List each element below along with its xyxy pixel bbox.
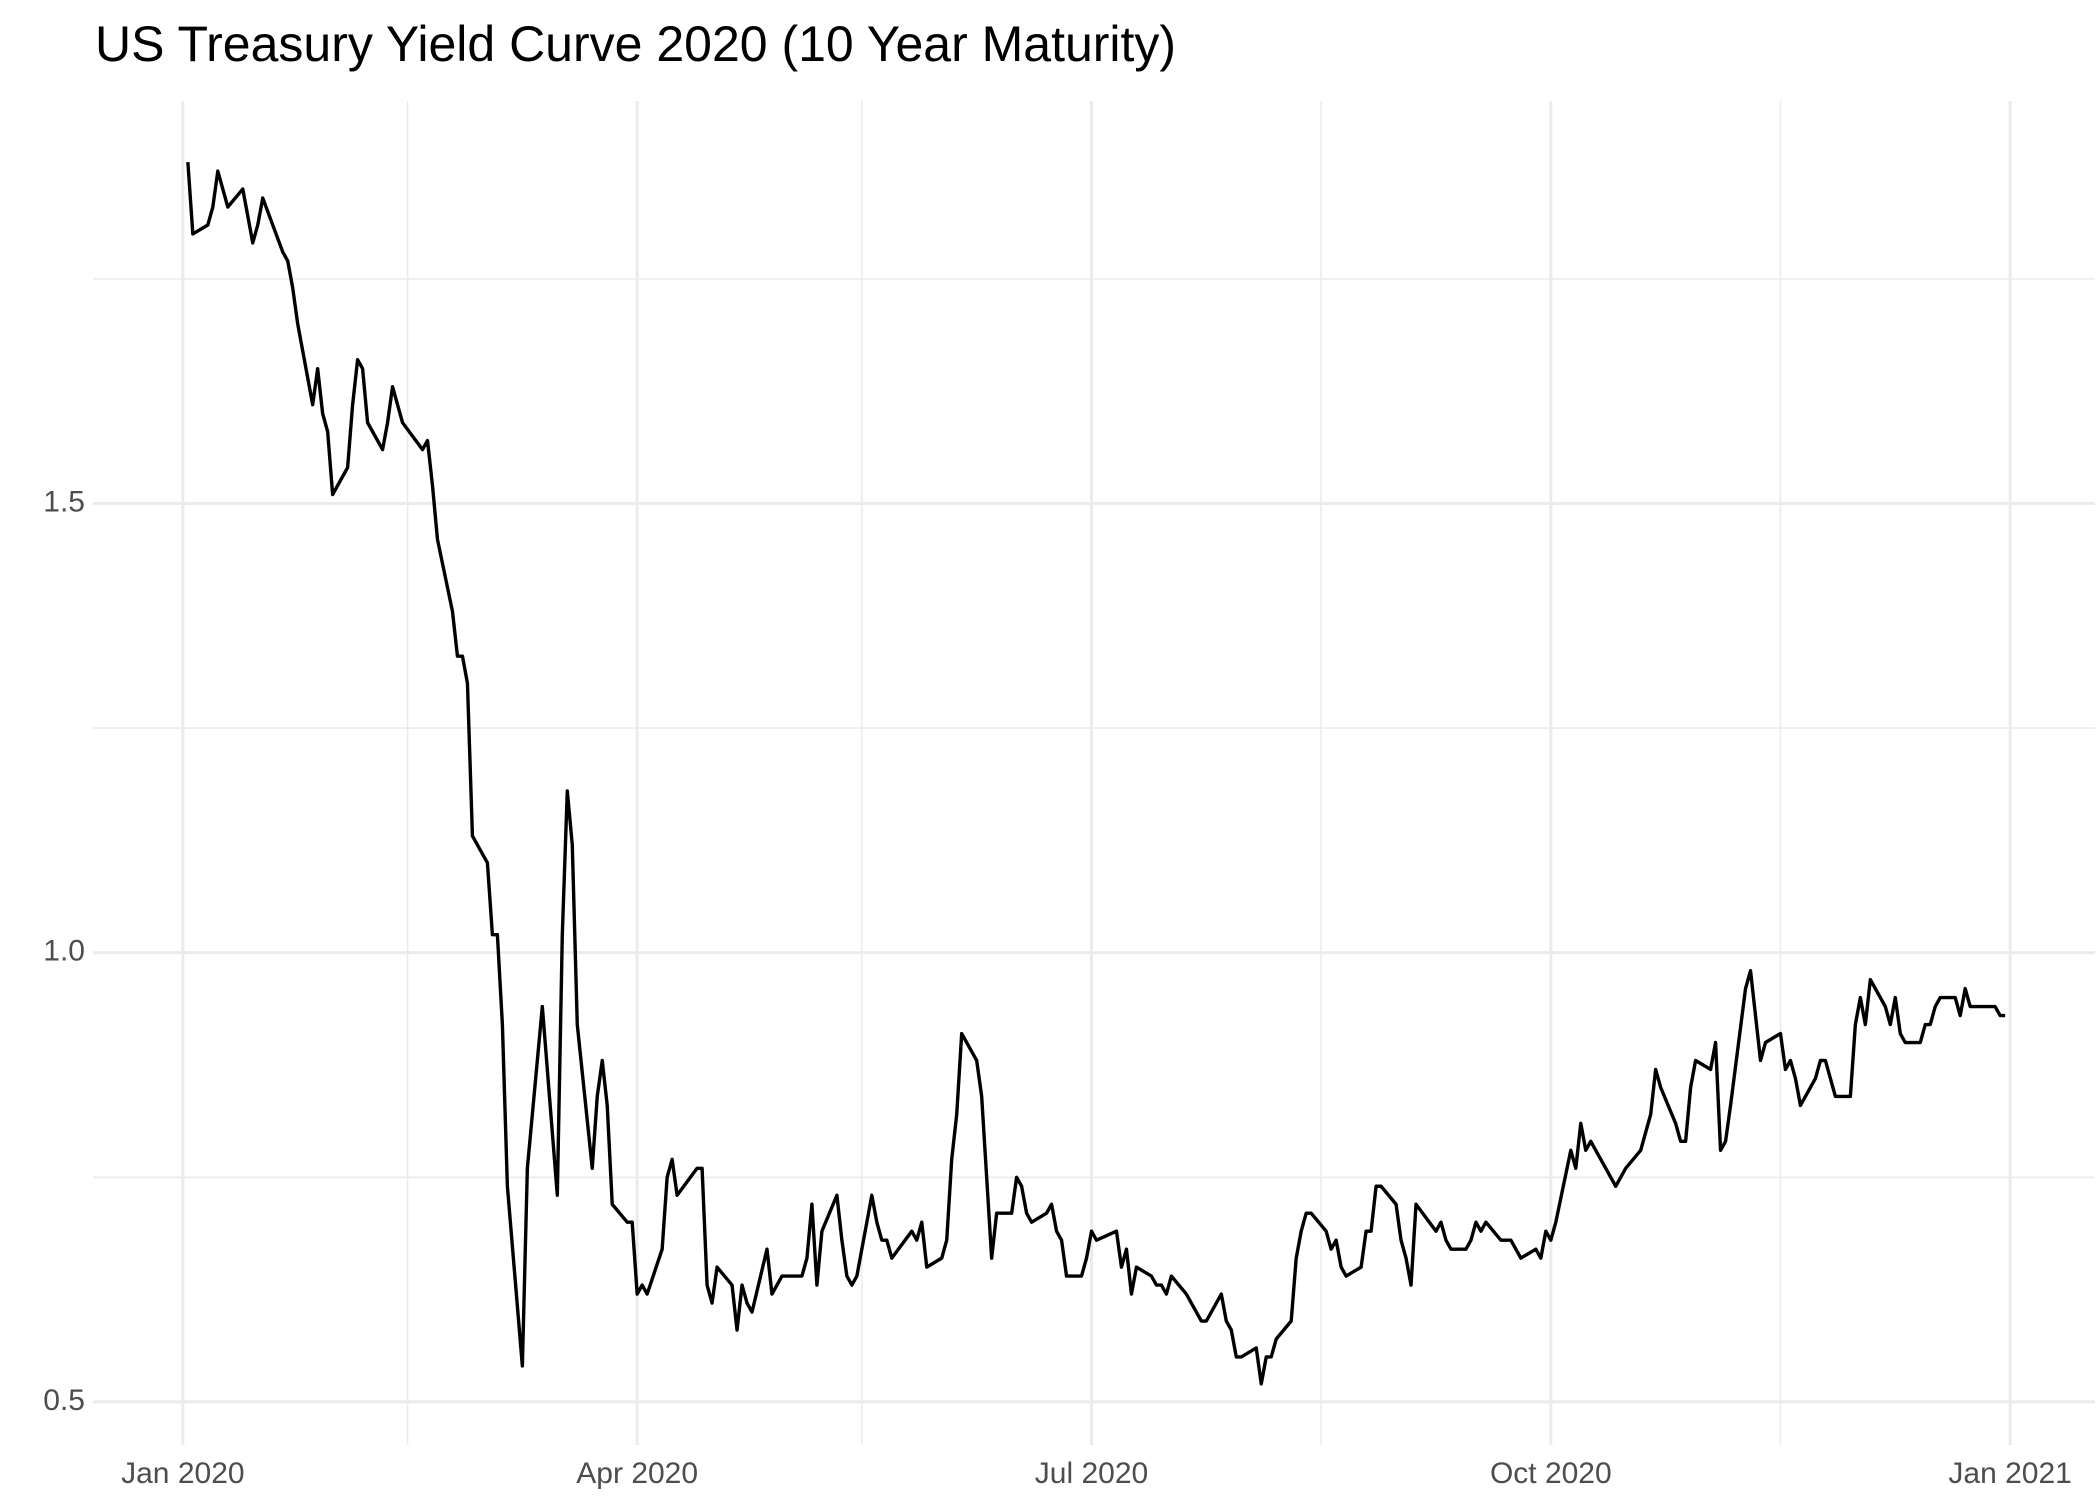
x-tick-label: Jan 2021 bbox=[1948, 1457, 2071, 1490]
x-tick-label: Jan 2020 bbox=[121, 1457, 244, 1490]
x-tick-label: Oct 2020 bbox=[1490, 1457, 1612, 1490]
y-tick-label: 1.5 bbox=[43, 485, 85, 518]
x-tick-label: Apr 2020 bbox=[576, 1457, 698, 1490]
chart-title: US Treasury Yield Curve 2020 (10 Year Ma… bbox=[95, 16, 1176, 72]
x-tick-label: Jul 2020 bbox=[1035, 1457, 1148, 1490]
line bbox=[186, 161, 2006, 1386]
y-tick-label: 1.0 bbox=[43, 935, 85, 968]
y-tick-label: 0.5 bbox=[43, 1384, 85, 1417]
